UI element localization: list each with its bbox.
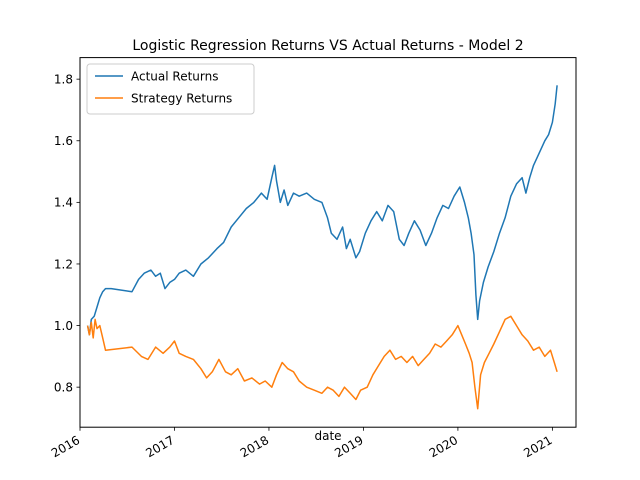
- plot-frame: [79, 57, 577, 428]
- x-axis-label: date: [314, 429, 341, 443]
- y-axis: 0.8 1.0 1.2 1.4 1.6 1.8: [54, 72, 80, 394]
- series-layer: [86, 85, 558, 410]
- y-tick-label: 1.2: [54, 257, 73, 271]
- legend-label-strategy-returns: Strategy Returns: [131, 92, 232, 106]
- y-tick-label: 1.6: [54, 134, 73, 148]
- chart-title: Logistic Regression Returns VS Actual Re…: [132, 38, 523, 54]
- y-tick-label: 1.0: [54, 319, 73, 333]
- legend-box: [86, 63, 255, 115]
- legend-label-actual-returns: Actual Returns: [131, 70, 218, 84]
- y-tick-label: 0.8: [54, 380, 73, 394]
- y-tick-label: 1.4: [54, 196, 73, 210]
- legend: Actual Returns Strategy Returns: [86, 63, 255, 115]
- y-tick-label: 1.8: [54, 72, 73, 86]
- series-line-strategy-returns: [86, 315, 558, 410]
- series-line-actual-returns: [86, 85, 558, 336]
